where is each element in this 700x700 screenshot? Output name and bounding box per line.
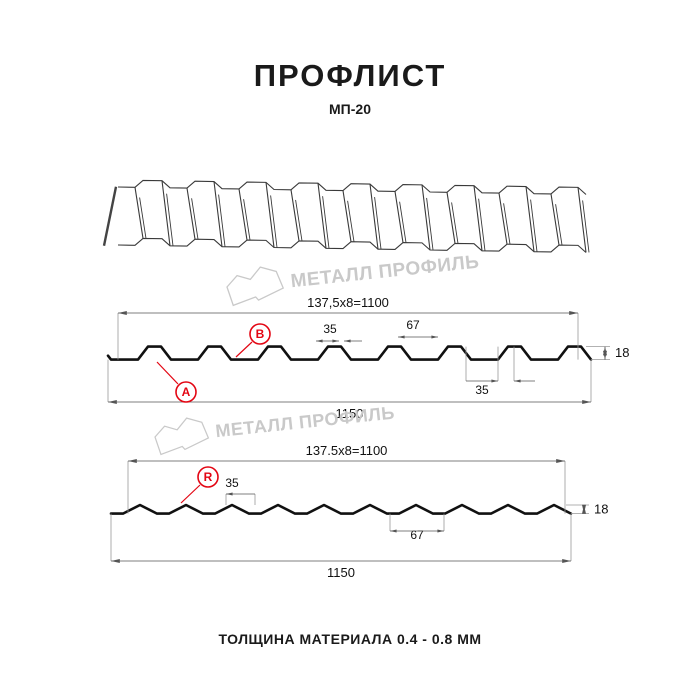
svg-text:18: 18 — [594, 501, 608, 516]
svg-text:137,5x8=1100: 137,5x8=1100 — [307, 295, 389, 310]
svg-text:МЕТАЛЛ ПРОФИЛЬ: МЕТАЛЛ ПРОФИЛЬ — [290, 252, 481, 293]
svg-text:B: B — [256, 327, 265, 341]
svg-text:35: 35 — [225, 476, 239, 490]
svg-text:67: 67 — [410, 528, 424, 542]
svg-text:МЕТАЛЛ ПРОФИЛЬ: МЕТАЛЛ ПРОФИЛЬ — [214, 403, 395, 442]
svg-text:67: 67 — [406, 318, 420, 332]
svg-text:1150: 1150 — [327, 565, 355, 580]
svg-text:137.5x8=1100: 137.5x8=1100 — [306, 443, 388, 458]
svg-text:35: 35 — [323, 322, 337, 336]
svg-text:35: 35 — [475, 383, 489, 397]
svg-text:R: R — [204, 470, 213, 484]
svg-text:A: A — [182, 385, 191, 399]
svg-text:18: 18 — [615, 345, 629, 360]
